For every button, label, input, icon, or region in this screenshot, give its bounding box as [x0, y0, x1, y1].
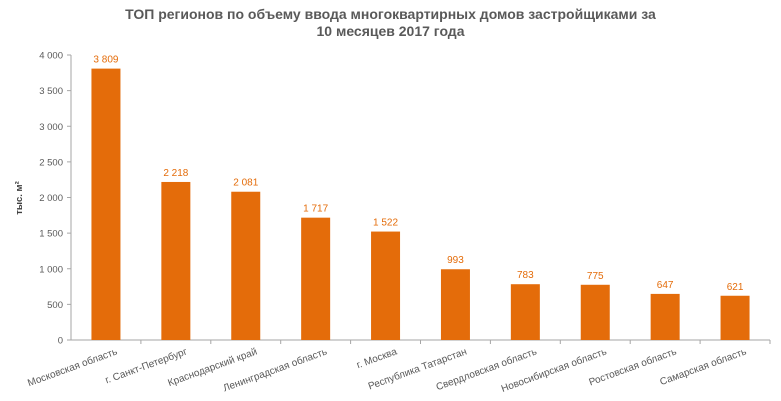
data-label: 1 717 — [303, 204, 328, 215]
data-label: 993 — [447, 255, 464, 266]
data-label: 775 — [587, 271, 604, 282]
x-tick-label: г. Москва — [355, 346, 399, 371]
y-tick-label: 2 000 — [39, 193, 63, 204]
chart-title-line-2: 10 месяцев 2017 года — [316, 23, 465, 39]
bar — [301, 217, 331, 340]
y-tick-label: 1 500 — [39, 229, 63, 240]
bar — [371, 231, 401, 340]
x-tick-label: Московская область — [26, 346, 119, 390]
y-tick-label: 3 000 — [39, 122, 63, 133]
data-label: 621 — [727, 282, 744, 293]
bar — [231, 191, 261, 340]
data-label: 1 522 — [373, 218, 398, 229]
chart-title-line-1: ТОП регионов по объему ввода многокварти… — [125, 6, 656, 22]
bar — [510, 284, 540, 340]
data-label: 2 218 — [163, 168, 188, 179]
y-tick-label: 4 000 — [39, 51, 63, 62]
y-tick-label: 1 000 — [39, 264, 63, 275]
y-tick-label: 500 — [47, 300, 63, 311]
bar — [650, 293, 680, 340]
bar — [440, 269, 470, 340]
data-label: 783 — [517, 270, 534, 281]
y-tick-label: 0 — [58, 336, 63, 347]
bar — [161, 181, 191, 340]
y-tick-label: 2 500 — [39, 157, 63, 168]
bar — [720, 295, 750, 340]
bar — [580, 284, 610, 340]
data-label: 3 809 — [93, 55, 118, 66]
bar — [91, 68, 121, 340]
y-tick-label: 3 500 — [39, 86, 63, 97]
data-label: 2 081 — [233, 178, 258, 189]
data-label: 647 — [657, 280, 674, 291]
y-axis-title: тыс. м² — [14, 181, 25, 215]
